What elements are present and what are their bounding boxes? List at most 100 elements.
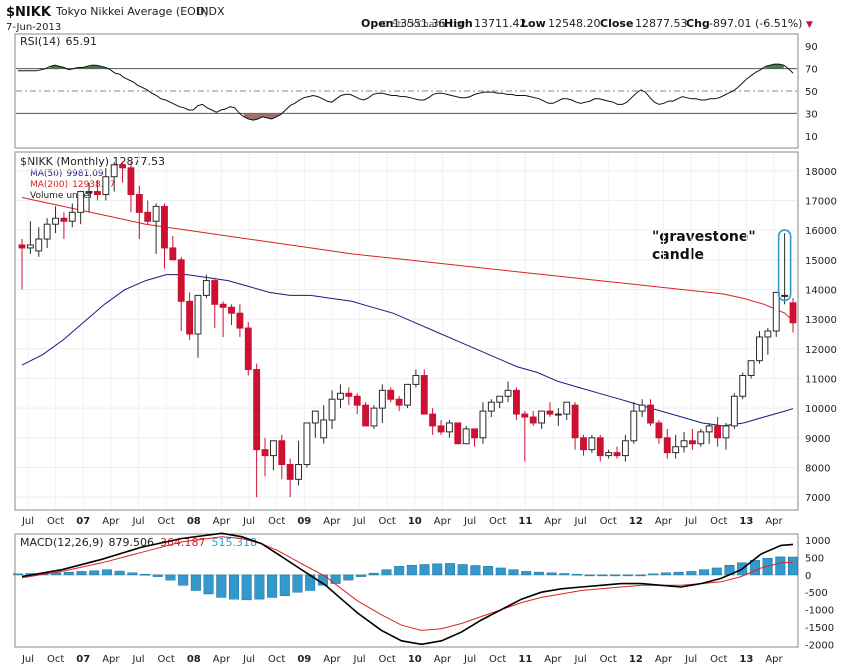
candle-body-up	[621, 440, 629, 457]
candle-body-down	[437, 425, 445, 433]
macd-x-tick-label: Apr	[655, 654, 673, 665]
candle-body-down	[135, 194, 143, 213]
x-tick-label: Jul	[353, 516, 366, 527]
candle-body-up	[747, 360, 755, 376]
svg-text:MA(200)12938.27: MA(200) 12938.27	[30, 180, 115, 190]
macd-histogram-bar	[406, 564, 417, 576]
macd-histogram-bar	[533, 571, 544, 576]
macd-histogram-bar	[267, 574, 278, 598]
candle-body-down	[345, 392, 353, 397]
x-tick-label: Jul	[684, 516, 697, 527]
macd-histogram-bar	[508, 569, 519, 576]
candle-body-down	[177, 259, 185, 302]
macd-histogram-bar	[470, 565, 481, 576]
macd-histogram-bar	[432, 563, 443, 576]
price-tick-label: 17000	[805, 196, 837, 207]
x-tick-label: Jul	[21, 516, 34, 527]
macd-tick-label: -500	[805, 588, 828, 599]
price-tick-label: 15000	[805, 256, 837, 267]
macd-histogram-bar	[292, 574, 303, 593]
macd-histogram-bar	[622, 574, 633, 577]
candle-body-up	[697, 431, 705, 445]
x-tick-label: 07	[76, 516, 90, 527]
candle-body-up	[295, 464, 302, 480]
svg-text:RSI(14)65.91: RSI(14) 65.91	[20, 35, 97, 48]
macd-histogram-bar	[203, 574, 214, 595]
macd-histogram-bar	[216, 574, 227, 598]
rsi-label: RSI(14)	[20, 35, 60, 48]
x-tick-label: Jul	[463, 516, 476, 527]
macd-signal-value: 364.187	[160, 536, 206, 549]
x-tick-label: Oct	[268, 516, 285, 527]
candle-body-down	[219, 303, 227, 308]
candle-body-up	[102, 176, 110, 196]
chart-exchange: INDX	[197, 5, 225, 18]
candle-body-up	[26, 244, 34, 249]
x-tick-label: Apr	[323, 516, 341, 527]
candle-body-down	[571, 404, 579, 439]
candle-body-up	[554, 413, 562, 416]
macd-x-tick-label: 11	[518, 654, 532, 665]
macd-histogram-bar	[63, 571, 74, 576]
macd-histogram-bar	[584, 574, 595, 577]
macd-tick-label: -1000	[805, 606, 834, 617]
candle-body-up	[202, 280, 210, 296]
candle-body-up	[605, 452, 613, 457]
macd-histogram-bar	[749, 560, 760, 576]
macd-histogram-bar	[559, 573, 570, 576]
candle-body-up	[35, 238, 43, 252]
macd-tick-label: -1500	[805, 623, 834, 634]
open-value: 13551.36	[393, 17, 446, 30]
candle-body-down	[789, 302, 797, 324]
macd-x-tick-label: Oct	[268, 654, 285, 665]
macd-x-tick-label: Apr	[102, 654, 120, 665]
macd-tick-label: 0	[805, 571, 811, 582]
macd-tick-label: 500	[805, 554, 824, 565]
rsi-tick-label: 70	[805, 65, 818, 76]
x-tick-label: 09	[297, 516, 311, 527]
candle-body-down	[127, 167, 135, 196]
macd-histogram-bar	[254, 574, 265, 600]
macd-label: MACD(12,26,9)	[20, 536, 104, 549]
macd-histogram-bar	[660, 572, 671, 576]
macd-histogram-bar	[572, 573, 583, 576]
candle-body-up	[52, 217, 59, 225]
macd-x-tick-label: Jul	[574, 654, 587, 665]
candle-body-down	[647, 404, 654, 424]
candle-body-up	[781, 294, 789, 297]
candle-body-up	[680, 440, 688, 448]
candle-body-down	[429, 413, 437, 427]
x-tick-label: Oct	[157, 516, 174, 527]
candle-body-down	[261, 449, 269, 457]
candle-body-up	[764, 330, 772, 338]
macd-line	[21, 532, 794, 646]
macd-x-tick-label: 07	[76, 654, 90, 665]
macd-histogram-bar	[381, 569, 392, 576]
macd-x-tick-label: 09	[297, 654, 311, 665]
close-value: 12877.53	[635, 17, 688, 30]
candle-body-up	[672, 446, 680, 454]
candle-body-up	[404, 383, 411, 406]
candle-body-down	[169, 247, 177, 261]
chart-marks: 7000800090001000011000120001300014000150…	[12, 42, 837, 665]
candle-body-up	[110, 164, 118, 178]
gravestone-highlight	[777, 229, 792, 302]
macd-histogram-bar	[190, 574, 201, 591]
rsi-tick-label: 90	[805, 42, 818, 53]
candle-body-down	[714, 425, 722, 439]
low-value: 12548.20	[548, 17, 601, 30]
candle-body-down	[278, 440, 286, 465]
candle-body-up	[269, 440, 277, 457]
candle-body-down	[161, 205, 168, 249]
macd-histogram-bar	[686, 571, 697, 576]
x-tick-label: Oct	[489, 516, 506, 527]
candle-body-up	[730, 395, 738, 427]
candle-body-up	[462, 428, 470, 445]
candle-body-down	[93, 191, 101, 196]
x-tick-label: 13	[739, 516, 753, 527]
chart-symbol: $NIKK	[6, 5, 52, 20]
candle-body-down	[186, 300, 194, 335]
